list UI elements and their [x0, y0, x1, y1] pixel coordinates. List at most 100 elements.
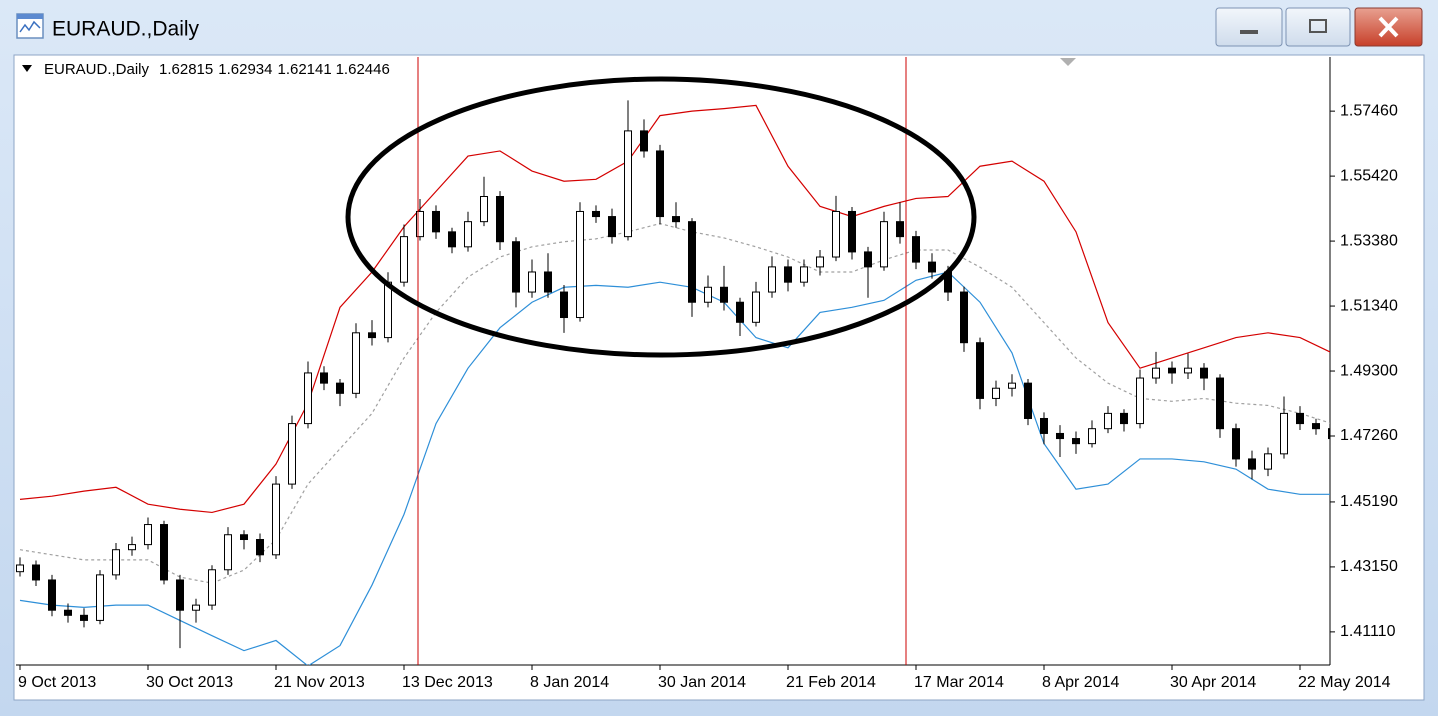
candle-body: [912, 236, 920, 263]
y-tick-label: 1.55420: [1340, 167, 1398, 184]
x-tick-label: 21 Feb 2014: [786, 674, 876, 691]
candle-body: [48, 579, 56, 611]
candle-body: [512, 241, 520, 293]
band-line: [19, 104, 1330, 514]
info-line: EURAUD.,Daily 1.62815 1.62934 1.62141 1.6244…: [44, 61, 390, 78]
candle-body: [640, 130, 648, 152]
minimize-button[interactable]: [1215, 7, 1283, 47]
candle-body: [864, 251, 872, 268]
x-tick-label: 9 Oct 2013: [18, 674, 96, 691]
candle-body: [80, 614, 88, 621]
candle-body: [112, 549, 120, 576]
candle-body: [576, 210, 584, 319]
candle-body: [1232, 428, 1240, 460]
x-tick-label: 8 Jan 2014: [530, 674, 609, 691]
x-tick-label: 30 Jan 2014: [658, 674, 746, 691]
candle-body: [784, 266, 792, 283]
x-tick-label: 22 May 2014: [1298, 674, 1391, 691]
candle-body: [176, 579, 184, 611]
candle-body: [336, 382, 344, 394]
candle-body: [1056, 432, 1064, 440]
shift-marker: [1060, 58, 1076, 66]
candle-body: [192, 604, 200, 611]
candle-body: [400, 236, 408, 283]
quote-value: 1.62934: [218, 61, 272, 78]
candle-body: [880, 221, 888, 268]
candle-body: [496, 195, 504, 243]
candle-body: [832, 210, 840, 258]
candle-body: [1072, 438, 1080, 445]
candle-body: [1264, 453, 1272, 470]
candle-body: [32, 564, 40, 581]
candle-body: [368, 332, 376, 339]
candle-body: [272, 483, 280, 556]
candle-body: [528, 271, 536, 293]
candle-body: [560, 291, 568, 319]
candle-body: [288, 423, 296, 485]
y-tick-label: 1.51340: [1340, 297, 1398, 314]
candle-body: [736, 301, 744, 323]
candle-body: [992, 387, 1000, 399]
candle-body: [1088, 428, 1096, 445]
candle-body: [384, 281, 392, 339]
candle-body: [1120, 412, 1128, 425]
quote-value: 1.62141: [277, 61, 331, 78]
maximize-button[interactable]: [1285, 7, 1351, 47]
candle-body: [624, 130, 632, 238]
candle-body: [704, 286, 712, 303]
candle-body: [1184, 367, 1192, 374]
quote-value: 1.62815: [159, 61, 213, 78]
y-tick-label: 1.41110: [1340, 623, 1396, 640]
candle-body: [144, 524, 152, 546]
candle-body: [816, 256, 824, 268]
candle-body: [240, 534, 248, 541]
candle-body: [160, 524, 168, 581]
candle-body: [64, 609, 72, 616]
candle-body: [672, 216, 680, 223]
candle-body: [1248, 458, 1256, 470]
candle-body: [480, 195, 488, 223]
candle-body: [1152, 367, 1160, 379]
candle-body: [352, 332, 360, 394]
x-tick-label: 21 Nov 2013: [274, 674, 365, 691]
info-text: EURAUD.,Daily 1.62815 1.62934 1.62141 1.6244…: [44, 61, 390, 78]
candle-body: [208, 569, 216, 606]
candle-body: [96, 574, 104, 621]
candle-body: [544, 271, 552, 293]
candle-body: [768, 266, 776, 293]
candle-body: [608, 216, 616, 238]
x-tick-label: 17 Mar 2014: [914, 674, 1004, 691]
y-tick-label: 1.49300: [1340, 362, 1398, 379]
y-tick-label: 1.53380: [1340, 232, 1398, 249]
axes: 1.57460 1.55420 1.53380 1.51340 1.49300 1.472…: [18, 102, 1398, 691]
candle-body: [432, 210, 440, 233]
candle-body: [304, 372, 312, 425]
candle-body: [1312, 423, 1320, 430]
candle-body: [928, 261, 936, 273]
window-icon: [16, 13, 44, 39]
candle-body: [896, 221, 904, 238]
x-tick-label: 13 Dec 2013: [402, 674, 493, 691]
menu-arrow[interactable]: [22, 65, 32, 72]
band-line: [19, 271, 1330, 665]
candle-body: [800, 266, 808, 283]
window-title: EURAUD.,Daily: [52, 18, 200, 41]
highlight-ellipse: [345, 76, 977, 358]
candle-body: [1008, 382, 1016, 389]
close-button[interactable]: [1354, 7, 1423, 47]
candle-body: [1296, 412, 1304, 425]
quote-value: 1.62446: [336, 61, 390, 78]
candle-body: [464, 221, 472, 248]
y-tick-label: 1.57460: [1340, 102, 1398, 119]
candle-body: [16, 564, 24, 573]
plot: [16, 100, 1330, 665]
candle-body: [1216, 377, 1224, 430]
x-tick-label: 8 Apr 2014: [1042, 674, 1120, 691]
candle-body: [1104, 412, 1112, 430]
candle-body: [416, 210, 424, 238]
candle-body: [976, 342, 984, 399]
candle-body: [752, 291, 760, 323]
candle-body: [448, 231, 456, 248]
candle-body: [1200, 367, 1208, 379]
